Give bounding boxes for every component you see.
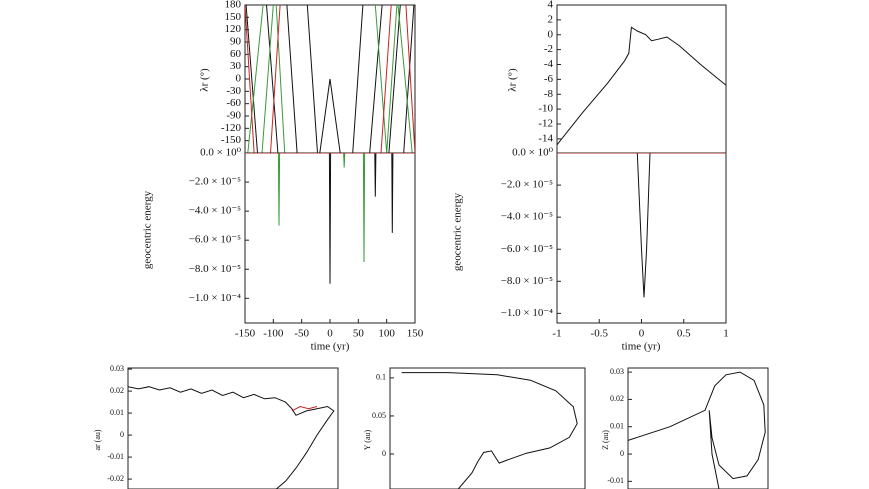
y-tick-label: −2.0 × 10⁻⁵ — [189, 176, 241, 188]
x-tick-label: 0 — [327, 328, 333, 340]
series-line — [328, 153, 394, 284]
x-tick-label: -1 — [552, 328, 561, 340]
series-line — [291, 405, 318, 412]
y-axis-label: Z (au) — [601, 430, 610, 450]
y-tick-label: -90 — [226, 110, 241, 122]
y-tick-label: 0 — [382, 449, 386, 458]
x-tick-label: 50 — [353, 328, 365, 340]
y-tick-label: 0 — [120, 430, 124, 439]
y-axis-label: geocentric energy — [142, 190, 154, 269]
plot-frame — [389, 367, 586, 489]
series-line — [247, 5, 413, 153]
y-tick-label: -2 — [544, 43, 553, 55]
y-axis-label: geocentric energy — [452, 192, 464, 271]
x-tick-label: -50 — [294, 328, 309, 340]
y-tick-label: −4.0 × 10⁻⁵ — [189, 205, 241, 217]
y-tick-label: −2.0 × 10⁻⁵ — [501, 179, 553, 191]
series-line — [245, 5, 415, 153]
y-tick-label: -30 — [226, 85, 241, 97]
y-tick-label: 0.02 — [110, 386, 124, 395]
x-axis-label: time (yr) — [311, 341, 350, 353]
panel: 0.1 0.05 0 Y (au) — [363, 367, 586, 489]
y-tick-label: -0.01 — [107, 452, 124, 461]
y-tick-label: 0 — [548, 28, 554, 40]
y-tick-label: -0.02 — [107, 474, 124, 483]
series-line — [557, 26, 726, 146]
y-axis-label: ar (au) — [93, 429, 102, 450]
plot-frame — [627, 367, 769, 489]
y-tick-label: 0 — [236, 73, 242, 85]
y-tick-label: 90 — [230, 36, 242, 48]
y-tick-label: −8.0 × 10⁻⁵ — [189, 263, 241, 275]
panel: 0.0 × 10⁰ −2.0 × 10⁻⁵ −4.0 × 10⁻⁵ −6.0 × 10… — [142, 147, 424, 353]
y-tick-label: 0.1 — [376, 373, 386, 382]
y-tick-label: −1.0 × 10⁻⁴ — [189, 292, 241, 304]
x-tick-label: 100 — [378, 328, 395, 340]
panel: 4 2 0 -2 -4 -6 -8 -10 -12 -14 λr (°) — [507, 0, 727, 154]
y-tick-label: -60 — [226, 97, 241, 109]
y-tick-label: -12 — [538, 118, 553, 130]
y-tick-label: 0.02 — [610, 394, 624, 403]
y-tick-label: −4.0 × 10⁻⁵ — [501, 211, 553, 223]
y-tick-label: −6.0 × 10⁻⁵ — [501, 243, 553, 255]
y-tick-label: 60 — [230, 48, 242, 60]
x-axis-label: time (yr) — [622, 341, 661, 353]
y-tick-label: 0.0 × 10⁰ — [200, 147, 241, 159]
y-tick-label: -150 — [221, 134, 242, 146]
y-tick-label: -10 — [538, 103, 553, 115]
y-tick-label: 0.01 — [110, 408, 124, 417]
y-axis-label: Y (au) — [363, 429, 372, 450]
panel: 0.03 0.02 0.01 0 -0.01 -0.02 ar (au) — [93, 364, 339, 489]
plot-frame — [127, 367, 339, 489]
y-axis-label: λr (°) — [507, 68, 519, 92]
x-tick-label: -150 — [235, 328, 256, 340]
y-axis-label: λr (°) — [199, 68, 211, 92]
y-tick-label: 0.05 — [372, 411, 386, 420]
x-tick-label: 1 — [723, 328, 729, 340]
y-tick-label: 2 — [548, 13, 554, 25]
series-line — [636, 153, 651, 298]
y-tick-label: 150 — [225, 11, 242, 23]
x-tick-label: 0.5 — [677, 328, 691, 340]
y-tick-label: −1.0 × 10⁻⁴ — [501, 307, 553, 319]
y-tick-label: 0.0 × 10⁰ — [512, 147, 553, 159]
y-tick-label: -6 — [544, 73, 554, 85]
series-line — [277, 153, 366, 263]
series-line — [128, 386, 335, 489]
series-line — [628, 371, 766, 489]
x-tick-label: -100 — [263, 328, 284, 340]
y-tick-label: 180 — [225, 0, 242, 11]
y-tick-label: 0 — [620, 449, 624, 458]
y-tick-label: 120 — [225, 23, 242, 35]
y-tick-label: −6.0 × 10⁻⁵ — [189, 234, 241, 246]
x-tick-label: 0 — [639, 328, 645, 340]
y-tick-label: -4 — [544, 58, 554, 70]
y-tick-label: 0.03 — [110, 364, 124, 373]
x-tick-label: -0.5 — [591, 328, 609, 340]
series-line — [245, 5, 415, 153]
y-tick-label: -0.01 — [607, 476, 624, 485]
y-tick-label: -8 — [544, 88, 554, 100]
y-tick-label: 0.03 — [610, 367, 624, 376]
y-tick-label: 4 — [548, 0, 554, 11]
plot-frame — [556, 4, 727, 154]
y-tick-label: −8.0 × 10⁻⁵ — [501, 275, 553, 287]
y-tick-label: 30 — [230, 60, 242, 72]
y-tick-label: 0.01 — [610, 422, 624, 431]
panel: 0.0 × 10⁰ −2.0 × 10⁻⁵ −4.0 × 10⁻⁵ −6.0 × 10… — [452, 147, 729, 353]
series-line — [401, 372, 578, 489]
y-tick-label: -120 — [221, 122, 242, 134]
panel: 0.03 0.02 0.01 0 -0.01 Z (au) — [601, 367, 769, 489]
x-tick-label: 150 — [407, 328, 424, 340]
y-tick-label: -14 — [538, 132, 553, 144]
